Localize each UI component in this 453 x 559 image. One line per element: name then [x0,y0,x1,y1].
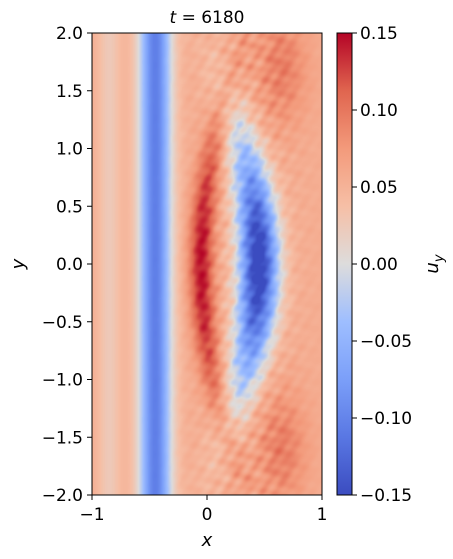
y-tick-label: 0.5 [56,197,83,217]
chart-title: t = 6180 [170,8,245,28]
colorbar-tick-label: −0.15 [360,486,412,506]
x-tick-label: 1 [317,505,328,525]
x-axis-label: x [201,530,213,551]
title-equals: = [176,8,201,28]
colorbar-ticks: 0.15 0.10 0.05 0.00 −0.05 −0.10 −0.15 [352,24,412,506]
y-tick-label: −1.5 [42,428,83,448]
colorbar-label-subscript: y [432,254,447,263]
y-tick-label: −1.0 [42,371,83,391]
heatmap-image [92,33,322,495]
colorbar-tick-label: −0.10 [360,409,412,429]
title-variable: t [170,8,178,28]
y-tick-label: 1.5 [56,82,83,102]
title-value: 6180 [201,8,244,28]
heatmap-plot-area [92,33,322,495]
colorbar-tick-label: 0.15 [360,24,398,44]
x-axis-ticks: −1 0 1 [79,495,327,525]
x-tick-label: 0 [202,505,213,525]
colorbar-label-main: u [422,262,443,273]
colorbar-tick-label: 0.05 [360,178,398,198]
y-tick-label: −0.5 [42,313,83,333]
colorbar [336,32,353,496]
y-axis-ticks: 2.0 1.5 1.0 0.5 0.0 −0.5 −1.0 −1.5 −2.0 [42,24,92,506]
y-tick-label: 0.0 [56,255,83,275]
x-tick-label: −1 [79,505,104,525]
colorbar-tick-label: −0.05 [360,332,412,352]
colorbar-tick-label: 0.10 [360,101,398,121]
y-tick-label: −2.0 [42,486,83,506]
y-tick-label: 1.0 [56,140,83,160]
colorbar-tick-label: 0.00 [360,255,398,275]
colorbar-label: uy [422,254,447,273]
y-axis-label: y [8,258,29,270]
y-tick-label: 2.0 [56,24,83,44]
